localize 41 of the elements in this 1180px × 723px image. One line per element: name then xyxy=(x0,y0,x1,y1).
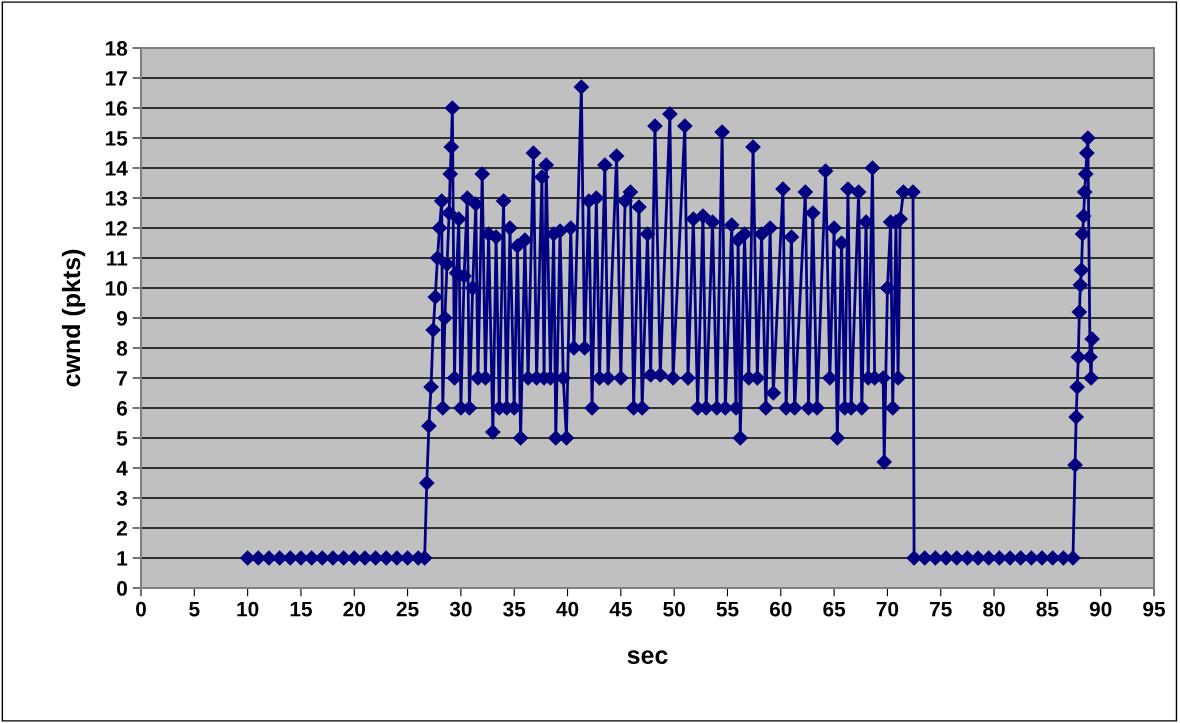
x-tick-label: 90 xyxy=(1089,601,1112,617)
x-tick-label: 95 xyxy=(1143,601,1166,617)
y-tick-label: 5 xyxy=(116,431,128,446)
y-tick-label: 1 xyxy=(117,551,128,566)
x-tick-label: 55 xyxy=(716,601,739,617)
y-tick-label: 0 xyxy=(117,581,127,596)
y-tick-label: 6 xyxy=(116,401,128,416)
x-axis-title: sec xyxy=(627,650,668,664)
x-tick-label: 10 xyxy=(237,601,259,617)
x-tick-label: 5 xyxy=(189,601,200,617)
x-tick-label: 60 xyxy=(769,601,792,617)
x-tick-label: 0 xyxy=(136,601,146,617)
x-tick-label: 20 xyxy=(343,601,365,617)
x-tick-label: 35 xyxy=(503,601,526,617)
x-tick-label: 45 xyxy=(609,601,632,617)
x-tick-label: 50 xyxy=(663,601,685,617)
x-tick-label: 40 xyxy=(556,601,579,617)
y-tick-label: 18 xyxy=(105,41,128,56)
y-tick-label: 14 xyxy=(105,161,128,176)
y-tick-label: 13 xyxy=(105,191,128,206)
y-tick-label: 12 xyxy=(105,221,127,236)
y-tick-label: 2 xyxy=(116,521,127,536)
y-tick-label: 8 xyxy=(116,341,128,356)
y-tick-label: 16 xyxy=(105,101,128,116)
x-tick-label: 75 xyxy=(930,601,952,617)
y-tick-label: 10 xyxy=(105,281,127,296)
y-tick-label: 4 xyxy=(116,461,128,476)
x-tick-label: 65 xyxy=(823,601,846,617)
y-tick-label: 7 xyxy=(117,371,127,386)
x-tick-label: 85 xyxy=(1036,601,1059,617)
x-tick-label: 70 xyxy=(876,601,899,617)
y-tick-label: 11 xyxy=(107,251,128,266)
x-tick-label: 15 xyxy=(290,601,312,617)
y-tick-label: 3 xyxy=(116,491,128,506)
y-tick-label: 17 xyxy=(105,71,127,86)
x-tick-label: 30 xyxy=(449,601,472,617)
x-tick-label: 25 xyxy=(396,601,419,617)
x-tick-label: 80 xyxy=(983,601,1005,617)
y-tick-label: 9 xyxy=(116,311,128,326)
y-tick-label: 15 xyxy=(105,131,128,146)
y-axis-title: cwnd (pkts) xyxy=(61,249,86,387)
